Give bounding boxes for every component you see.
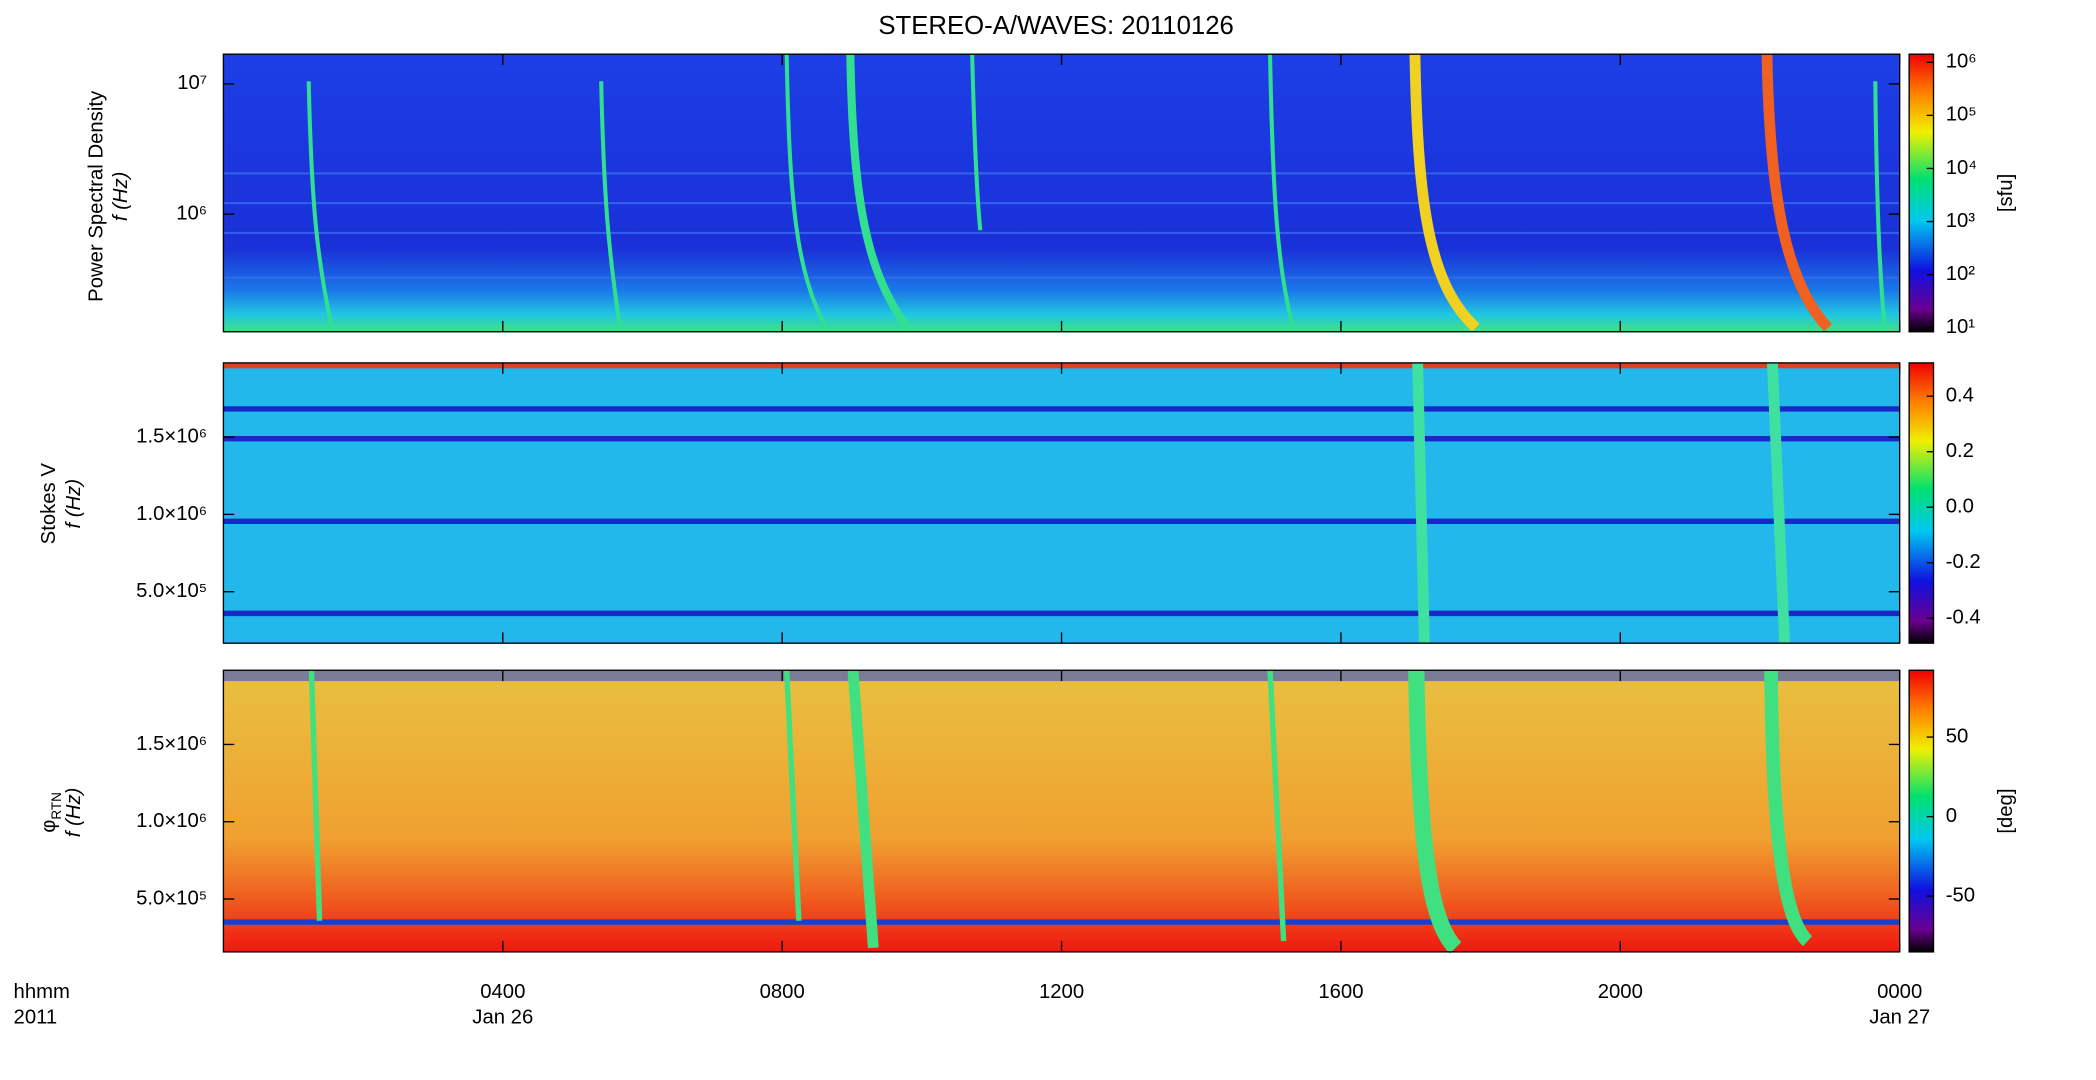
x-date-label: Jan 26 — [472, 1007, 533, 1029]
y-tick-label: 5.0×10⁵ — [136, 887, 207, 909]
colorbar-label: [sfu] — [1995, 174, 2017, 212]
colorbar-tick-label: 0.4 — [1946, 385, 1974, 407]
colorbar-tick-label: 0.0 — [1946, 496, 1974, 518]
spectrogram-stokes — [223, 362, 1900, 644]
x-axis-label: 2011 — [14, 1007, 58, 1029]
colorbar-tick-label: 10¹ — [1946, 316, 1976, 338]
y-tick-label: 10⁶ — [176, 202, 207, 224]
spectrogram-psd — [223, 54, 1900, 332]
y-axis-label: f (Hz) — [63, 788, 85, 838]
spectrogram-phase — [223, 669, 1900, 954]
y-tick-label: 1.0×10⁶ — [136, 503, 207, 525]
x-tick-label: 0800 — [760, 981, 805, 1003]
x-tick-label: 2000 — [1598, 981, 1643, 1003]
colorbar-tick-label: 0 — [1946, 805, 1957, 827]
colorbar-tick-label: 10³ — [1946, 210, 1976, 232]
x-tick-label: 0400 — [480, 981, 525, 1003]
y-axis-label: Stokes V — [38, 463, 60, 545]
y-tick-label: 5.0×10⁵ — [136, 580, 207, 602]
y-tick-label: 1.5×10⁶ — [136, 425, 207, 447]
colorbar-tick-label: 10⁴ — [1946, 157, 1977, 179]
chart-title: STEREO-A/WAVES: 20110126 — [878, 12, 1233, 40]
x-date-label: Jan 27 — [1869, 1007, 1930, 1029]
y-axis-label: Stokes V — [38, 463, 60, 545]
colorbars — [1908, 53, 1935, 953]
colorbar-tick-label: 10⁶ — [1946, 51, 1977, 73]
colorbar-tick-label: -50 — [1946, 885, 1975, 907]
colorbar-label: [deg] — [1995, 788, 2017, 833]
colorbar-tick-label: 50 — [1946, 725, 1969, 747]
colorbar-tick-label: 10⁵ — [1946, 104, 1977, 126]
y-axis-label: Power Spectral Density — [86, 90, 108, 302]
x-tick-label: 1600 — [1318, 981, 1363, 1003]
y-tick-label: 1.0×10⁶ — [136, 810, 207, 832]
colorbar-tick-label: -0.4 — [1946, 607, 1981, 629]
colorbar-tick-label: 0.2 — [1946, 440, 1974, 462]
y-axis-label: φ — [38, 820, 60, 833]
y-tick-label: 1.5×10⁶ — [136, 733, 207, 755]
y-axis-label-sub: RTN — [48, 792, 63, 820]
colorbar-tick-label: -0.2 — [1946, 551, 1981, 573]
x-axis-label: hhmm — [14, 981, 70, 1003]
y-axis-label: f (Hz) — [110, 172, 132, 222]
y-axis-label: φRTN — [38, 792, 63, 833]
x-tick-label: 1200 — [1039, 981, 1084, 1003]
x-tick-label: 0000 — [1877, 981, 1922, 1003]
y-axis-label: f (Hz) — [63, 479, 85, 529]
y-axis-label: Power Spectral Density — [86, 90, 108, 302]
colorbar-tick-label: 10² — [1946, 263, 1976, 285]
y-tick-label: 10⁷ — [177, 72, 207, 94]
